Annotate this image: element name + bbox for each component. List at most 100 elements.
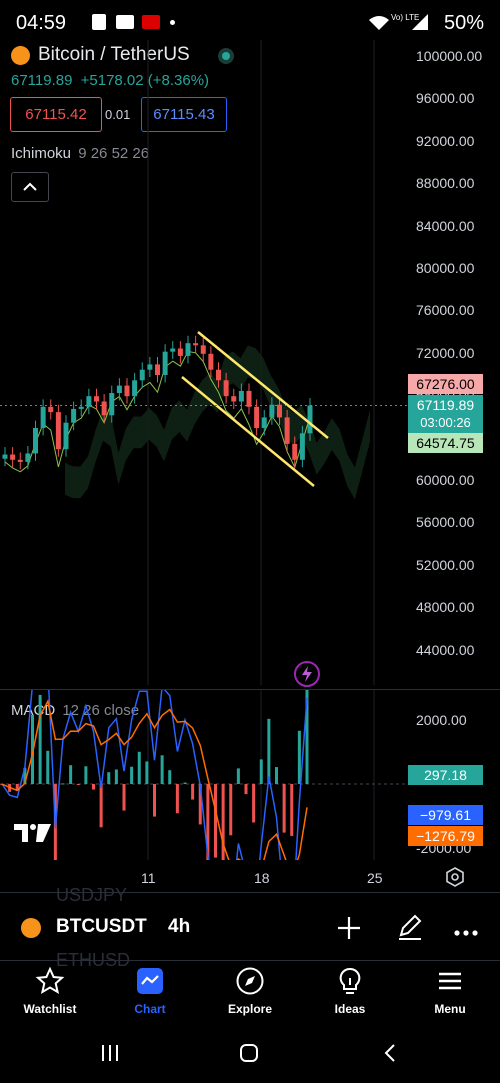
candle-body xyxy=(284,417,290,444)
macd-chart[interactable] xyxy=(0,690,410,860)
candle-body xyxy=(231,396,237,402)
nav-watchlist[interactable]: Watchlist xyxy=(10,966,90,1016)
macd-histogram-bar xyxy=(221,784,225,860)
recent-apps-icon[interactable] xyxy=(100,1043,120,1063)
macd-histogram-bar xyxy=(114,769,118,784)
gallery-icon xyxy=(116,15,134,29)
candle-body xyxy=(124,385,130,397)
macd-histogram-bar xyxy=(191,784,195,800)
more-options-icon[interactable] xyxy=(454,924,478,936)
macd-histogram-bar xyxy=(198,784,202,825)
macd-histogram-bar xyxy=(168,770,172,784)
candle-body xyxy=(185,343,191,356)
bitcoin-icon xyxy=(11,46,30,65)
ichimoku-cloud xyxy=(65,345,370,500)
price-change: +5178.02 (+8.36%) xyxy=(80,72,210,89)
candle-body xyxy=(216,369,221,381)
candle-body xyxy=(254,406,260,428)
macd-axis-top: 2000.00 xyxy=(416,712,467,728)
macd-histogram-bar xyxy=(107,772,111,784)
macd-histogram-bar xyxy=(267,718,271,784)
price-axis-label: 92000.00 xyxy=(416,132,475,149)
ichimoku-legend[interactable]: Ichimoku 9 26 52 26 xyxy=(11,145,149,162)
candle-body xyxy=(132,380,138,397)
price-chart[interactable] xyxy=(0,40,410,685)
home-icon[interactable] xyxy=(239,1043,259,1063)
interval-selector[interactable]: 4h xyxy=(168,916,191,937)
price-axis-label: 76000.00 xyxy=(416,302,475,319)
candle-body xyxy=(86,396,92,407)
star-icon xyxy=(35,966,65,995)
candle-body xyxy=(162,351,168,375)
notification-icon xyxy=(92,14,106,30)
candle-body xyxy=(139,369,145,381)
macd-histogram-bar xyxy=(122,784,126,811)
nav-label: Explore xyxy=(227,1002,272,1016)
macd-histogram-bar xyxy=(84,766,88,784)
macd-histogram-bar xyxy=(99,784,103,828)
macd-params: 12 26 close xyxy=(62,702,140,719)
drawing-tools-icon[interactable] xyxy=(396,913,424,941)
macd-histogram-bar xyxy=(92,784,95,790)
cloud-top-tag: 67276.00 xyxy=(408,374,483,394)
macd-histogram-bar xyxy=(160,755,164,784)
candle-body xyxy=(147,364,153,370)
nav-chart[interactable]: Chart xyxy=(110,966,190,1016)
ichimoku-params: 9 26 52 26 xyxy=(78,145,150,162)
macd-histogram-bar xyxy=(297,730,301,784)
network-indicator: Vo) LTE xyxy=(391,13,420,22)
sell-button[interactable]: 67115.42 xyxy=(10,97,102,132)
candle-body xyxy=(208,353,214,370)
lightning-icon[interactable] xyxy=(294,661,320,687)
nav-label: Chart xyxy=(134,1002,166,1016)
candle-body xyxy=(269,404,275,418)
buy-button[interactable]: 67115.43 xyxy=(141,97,227,132)
time-tick: 11 xyxy=(141,870,156,886)
compass-icon xyxy=(236,967,264,995)
add-icon[interactable] xyxy=(336,915,362,941)
symbol-title[interactable]: Bitcoin / TetherUS xyxy=(38,44,190,65)
candle-body xyxy=(246,390,252,407)
candle-body xyxy=(292,443,298,460)
nav-explore[interactable]: Explore xyxy=(210,966,290,1016)
signal-icon xyxy=(412,14,428,30)
chart-icon xyxy=(137,968,163,994)
price-axis-label: 48000.00 xyxy=(416,599,475,616)
settings-icon[interactable] xyxy=(445,867,465,887)
macd-histogram-bar xyxy=(236,768,240,784)
candle-body xyxy=(223,380,229,397)
signal-line xyxy=(1,699,308,860)
price-axis-label: 72000.00 xyxy=(416,344,475,361)
signal-line-tag: −1276.79 xyxy=(408,826,483,846)
candle-body xyxy=(2,454,8,459)
candle-body xyxy=(155,364,160,375)
macd-histogram-bar xyxy=(244,784,248,795)
price-axis-label: 96000.00 xyxy=(416,90,475,107)
nav-ideas[interactable]: Ideas xyxy=(310,966,390,1016)
macd-legend[interactable]: MACD 12 26 close xyxy=(11,702,139,719)
last-price-value: 67119.89 xyxy=(416,397,475,413)
macd-histogram-bar xyxy=(130,766,134,784)
pane-divider[interactable] xyxy=(0,689,500,690)
collapse-legend-button[interactable] xyxy=(11,172,49,202)
macd-histogram-bar xyxy=(69,765,73,784)
price-axis-label: 88000.00 xyxy=(416,175,475,192)
macd-histogram-bar xyxy=(214,784,217,858)
macd-histogram-bar xyxy=(38,694,42,784)
nav-label: Ideas xyxy=(334,1002,366,1016)
chevron-up-icon xyxy=(23,182,37,191)
nav-menu[interactable]: Menu xyxy=(410,966,490,1016)
battery-percent: 50% xyxy=(443,12,484,34)
symbol-selector[interactable]: BTCUSDT xyxy=(56,916,147,937)
macd-line xyxy=(1,690,308,860)
ichimoku-label: Ichimoku xyxy=(11,145,72,162)
time-tick: 25 xyxy=(367,870,383,886)
back-icon[interactable] xyxy=(380,1043,400,1063)
tradingview-logo xyxy=(14,822,52,844)
candle-body xyxy=(200,345,206,354)
price-axis-label: 100000.00 xyxy=(416,48,483,64)
last-price-tag: 67119.89 03:00:26 xyxy=(408,395,483,433)
candle-body xyxy=(299,433,305,460)
candle-body xyxy=(261,417,267,428)
last-price: 67119.89 xyxy=(11,72,73,89)
